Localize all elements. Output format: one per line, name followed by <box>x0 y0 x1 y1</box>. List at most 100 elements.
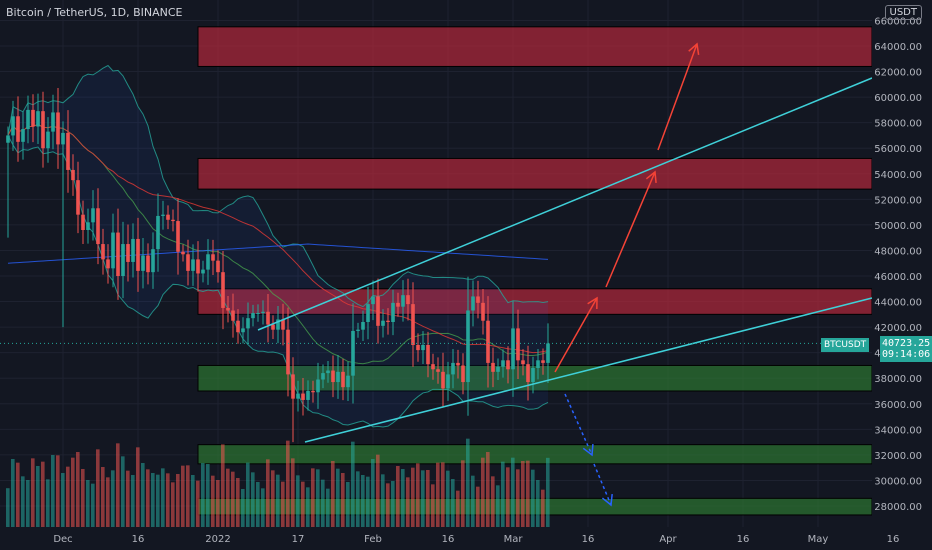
volume-bar <box>371 459 375 527</box>
candle-body <box>361 322 365 330</box>
volume-bar <box>466 438 470 527</box>
candle-body <box>306 391 310 400</box>
candle-body <box>151 249 155 273</box>
volume-bar <box>406 477 410 527</box>
volume-bar <box>476 486 480 527</box>
ma-50 <box>7 123 549 354</box>
price-tick-label: 62000.00 <box>874 68 922 79</box>
time-axis[interactable]: Dec 16 2022 17 Feb 16 Mar 16 Apr 16 May 16 <box>0 527 932 550</box>
candle-body <box>116 232 120 276</box>
candle-body <box>426 345 430 365</box>
candle-body <box>81 214 85 230</box>
volume-bar <box>56 455 60 527</box>
time-tick-label: Apr <box>659 534 677 545</box>
candle-body <box>51 112 55 132</box>
volume-bar <box>481 457 485 527</box>
volume-bar <box>211 475 215 527</box>
volume-bar <box>456 490 460 527</box>
candle-body <box>456 362 460 366</box>
candle-body <box>246 318 250 329</box>
candle-body <box>156 215 160 250</box>
volume-bar <box>256 482 260 527</box>
time-tick-label: 16 <box>132 534 145 545</box>
candle-body <box>266 311 270 325</box>
time-tick-label: 16 <box>887 534 900 545</box>
volume-bar <box>131 475 135 527</box>
candle-body <box>176 221 180 252</box>
candle-body <box>141 255 145 271</box>
volume-bar <box>246 462 250 527</box>
price-tick-label: 52000.00 <box>874 195 922 206</box>
price-tick-label: 36000.00 <box>874 400 922 411</box>
candle-body <box>46 131 50 149</box>
candle-body <box>76 180 80 215</box>
volume-bar <box>431 484 435 527</box>
price-axis[interactable]: 28000.00 30000.00 32000.00 34000.00 36000.00… <box>872 0 932 550</box>
resistance-zone <box>197 157 873 190</box>
arrow-down-2-head <box>601 493 613 507</box>
volume-bar <box>281 481 285 527</box>
candle-body <box>321 373 325 380</box>
volume-bar <box>216 480 220 527</box>
currency-badge[interactable]: USDT <box>884 5 922 20</box>
arrow-up-3-head <box>688 42 700 55</box>
volume-bar <box>156 474 160 527</box>
arrow-down-1-shaft <box>564 393 593 456</box>
candle-body <box>371 296 375 305</box>
candle-body <box>196 259 200 274</box>
candle-body <box>401 295 405 307</box>
candle-body <box>376 296 380 326</box>
candle-body <box>26 109 30 130</box>
candle-body <box>366 304 370 322</box>
band-upper <box>7 64 549 308</box>
volume-bar <box>146 469 150 527</box>
volume-bar <box>81 469 85 527</box>
volume-bar <box>351 441 355 527</box>
volume-bar <box>436 462 440 527</box>
candle-body <box>331 370 335 383</box>
volume-bar <box>366 476 370 527</box>
candle-body <box>61 132 65 145</box>
volume-bar <box>286 440 290 527</box>
candle-body <box>491 362 495 372</box>
candle-body <box>326 370 330 374</box>
candle-body <box>226 307 230 311</box>
volume-bar <box>391 481 395 527</box>
candle-body <box>91 208 95 223</box>
arrow-up-2-shaft <box>605 171 656 288</box>
volume-bar <box>126 470 130 527</box>
price-tick-label: 66000.00 <box>874 16 922 27</box>
candle-body <box>16 116 20 142</box>
volume-bar <box>101 467 105 527</box>
volume-bar <box>491 476 495 527</box>
volume-bar <box>201 463 205 527</box>
last-price-value: 40723.25 <box>882 338 931 349</box>
time-tick-label: Dec <box>53 534 72 545</box>
time-tick-label: 2022 <box>205 534 230 545</box>
candle-body <box>126 244 130 262</box>
candle-body <box>341 371 345 388</box>
volume-bar <box>341 473 345 527</box>
candle-body <box>21 129 25 142</box>
time-tick-label: 16 <box>737 534 750 545</box>
price-tick-label: 46000.00 <box>874 272 922 283</box>
candle-body <box>251 313 255 319</box>
volume-bar <box>521 461 525 527</box>
volume-bar <box>21 476 25 527</box>
price-tick-label: 34000.00 <box>874 425 922 436</box>
candle-body <box>41 111 45 149</box>
candle-body <box>161 214 165 216</box>
volume-bar <box>91 483 95 527</box>
candle-body <box>421 345 425 351</box>
candle-body <box>396 302 400 307</box>
candle-body <box>451 362 455 375</box>
volume-bar <box>36 466 40 527</box>
candle-body <box>541 360 545 363</box>
volume-bar <box>181 465 185 527</box>
volume-bar <box>416 463 420 527</box>
candle-body <box>501 360 505 367</box>
volume-bar <box>236 478 240 527</box>
volume-bar <box>451 479 455 527</box>
arrow-down-1 <box>564 393 594 457</box>
